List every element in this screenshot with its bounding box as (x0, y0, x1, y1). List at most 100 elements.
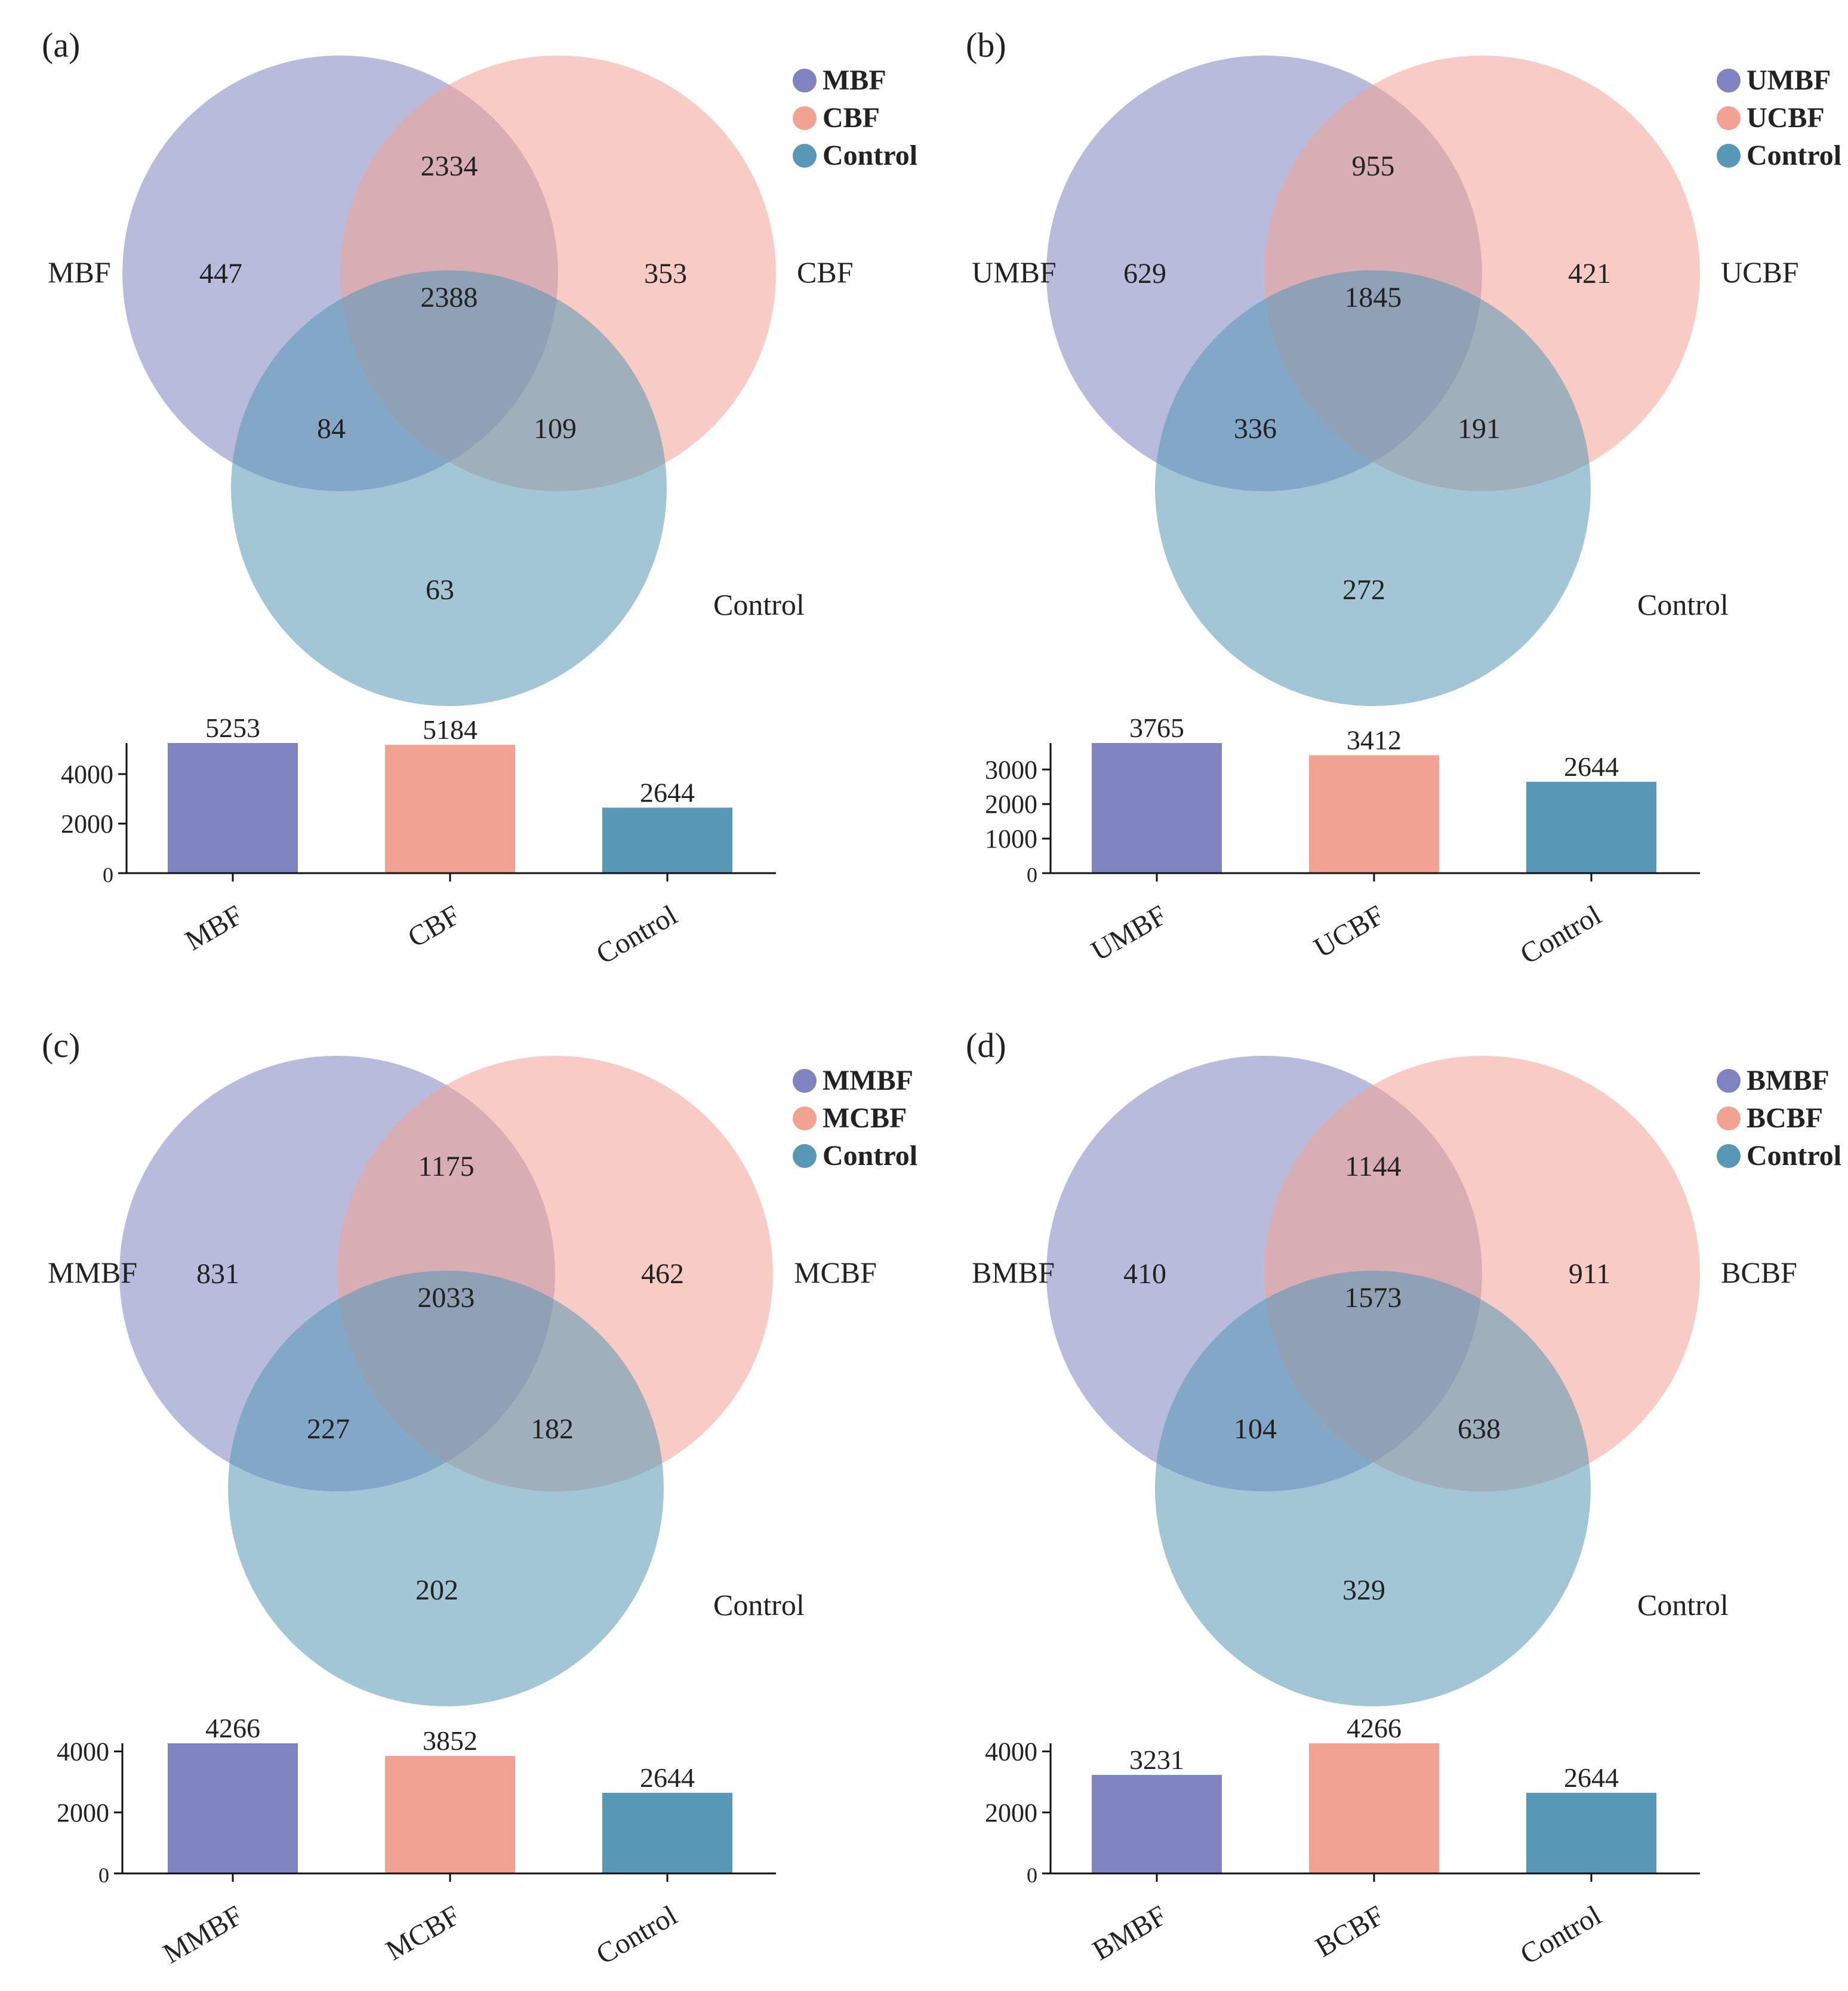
legend-marker-3 (793, 144, 817, 168)
bar-value-2: 4266 (1347, 1713, 1402, 1743)
x-category-label-2: CBF (402, 899, 465, 954)
bar-value-1: 5253 (205, 713, 260, 743)
venn-circle-set3 (228, 1271, 664, 1706)
legend-marker-1 (793, 1069, 817, 1093)
venn-region-only-1: 629 (1123, 258, 1166, 289)
bar-1 (1092, 1774, 1222, 1873)
bar-chart: 4266 3852 2644 0 2000 4000 MMBF MCBF Control (57, 1713, 776, 1971)
set-label-2: UCBF (1721, 255, 1799, 289)
set-label-1: BMBF (972, 1256, 1055, 1289)
set-label-2: CBF (797, 255, 854, 289)
legend-label-2: CBF (823, 102, 880, 134)
bar-2 (385, 1756, 515, 1873)
bar-value-1: 3231 (1129, 1745, 1184, 1775)
venn-region-1-2: 1144 (1345, 1151, 1401, 1182)
bar-value-3: 2644 (1564, 751, 1619, 782)
venn-region-2-3: 191 (1458, 413, 1501, 445)
set-label-3: Control (1637, 1588, 1729, 1622)
venn-region-1-2: 955 (1352, 150, 1395, 182)
legend-label-1: UMBF (1747, 64, 1831, 96)
venn-region-2-3: 109 (534, 413, 577, 445)
legend: BMBF BCBF Control (1717, 1065, 1841, 1172)
bar-1 (168, 743, 298, 873)
venn-region-1-3: 336 (1234, 413, 1277, 445)
y-tick-label: 2000 (985, 1798, 1037, 1827)
bar-2 (1309, 1743, 1439, 1873)
venn-region-1-3: 227 (307, 1413, 350, 1445)
bar-1 (168, 1743, 298, 1873)
legend-marker-1 (1717, 69, 1741, 93)
venn-region-1-3: 84 (317, 413, 346, 445)
legend-marker-1 (793, 69, 817, 93)
panel-a: (a) MBF CBF Control 447 353 63 2334 84 109 2388 MBF… (42, 26, 917, 970)
venn-region-only-1: 410 (1123, 1258, 1166, 1290)
x-category-label-1: MMBF (158, 1900, 248, 1970)
venn-diagram (122, 56, 776, 706)
x-category-label-3: Control (1515, 1900, 1607, 1971)
venn-region-only-3: 272 (1342, 574, 1385, 606)
venn-region-only-3: 63 (426, 574, 454, 606)
legend-label-2: MCBF (823, 1102, 907, 1134)
venn-region-all: 1573 (1344, 1282, 1402, 1314)
set-label-1: UMBF (972, 255, 1057, 289)
legend: MBF CBF Control (793, 64, 917, 171)
bar-value-1: 4266 (205, 1713, 260, 1743)
bar-chart: 3765 3412 2644 0 1000 2000 3000 UMBF UCBF Control (985, 713, 1700, 970)
set-label-3: Control (713, 1588, 805, 1622)
venn-region-only-2: 911 (1569, 1258, 1610, 1290)
venn-region-1-2: 1175 (418, 1151, 474, 1182)
panel-c: (c) MMBF MCBF Control 831 462 202 1175 227 182 203… (42, 1026, 917, 1971)
panel-b: (b) UMBF UCBF Control 629 421 272 955 336 191 1845… (966, 26, 1841, 970)
venn-circle-set3 (1155, 270, 1591, 706)
bar-chart: 3231 4266 2644 0 2000 4000 BMBF BCBF Control (985, 1713, 1700, 1971)
y-tick-label: 0 (1027, 1863, 1037, 1887)
bar-value-3: 2644 (640, 1762, 695, 1793)
legend-label-1: MBF (823, 64, 886, 96)
panel-d: (d) BMBF BCBF Control 410 911 329 1144 104 638 157… (966, 1026, 1841, 1971)
venn-region-only-1: 831 (196, 1258, 239, 1290)
bar-value-2: 5184 (423, 714, 478, 745)
y-tick-label: 3000 (985, 755, 1037, 784)
venn-region-1-3: 104 (1234, 1413, 1277, 1445)
legend-marker-1 (1717, 1069, 1741, 1093)
legend-marker-2 (1717, 106, 1741, 130)
bar-1 (1092, 743, 1222, 873)
bar-chart: 5253 5184 2644 0 2000 4000 MBF CBF Control (61, 713, 776, 970)
bar-2 (385, 744, 515, 873)
legend: MMBF MCBF Control (793, 1065, 917, 1172)
y-tick-label: 0 (98, 1863, 109, 1887)
legend-label-3: Control (1747, 140, 1841, 171)
y-tick-label: 2000 (985, 790, 1037, 819)
y-tick-label: 4000 (985, 1737, 1037, 1767)
venn-region-only-3: 202 (415, 1574, 458, 1606)
x-category-label-3: Control (1515, 899, 1607, 970)
y-tick-label: 0 (1027, 863, 1037, 887)
set-label-3: Control (713, 588, 805, 621)
x-category-label-2: BCBF (1310, 1900, 1390, 1964)
venn-region-only-3: 329 (1342, 1574, 1385, 1606)
venn-region-1-2: 2334 (421, 150, 478, 182)
venn-diagram (1046, 1056, 1700, 1706)
legend-label-2: UCBF (1747, 102, 1825, 134)
x-category-label-1: UMBF (1086, 899, 1172, 967)
legend-marker-2 (793, 1107, 817, 1130)
set-label-2: BCBF (1721, 1256, 1797, 1289)
y-tick-label: 1000 (985, 824, 1037, 853)
bar-value-3: 2644 (1564, 1762, 1619, 1793)
x-category-label-2: MCBF (380, 1900, 465, 1967)
y-tick-label: 2000 (61, 809, 113, 839)
set-label-1: MMBF (48, 1256, 137, 1289)
legend-marker-3 (1717, 144, 1741, 168)
venn-region-only-2: 421 (1568, 258, 1611, 289)
bar-3 (602, 808, 732, 873)
venn-region-only-1: 447 (199, 258, 242, 289)
bar-value-1: 3765 (1129, 713, 1184, 743)
legend-label-3: Control (1747, 1140, 1841, 1172)
venn-diagram (119, 1056, 773, 1706)
panel-label: (d) (966, 1026, 1006, 1065)
panel-label: (b) (966, 26, 1006, 64)
y-tick-label: 4000 (61, 760, 113, 789)
venn-region-only-2: 462 (641, 1258, 684, 1290)
y-tick-label: 2000 (57, 1798, 109, 1827)
